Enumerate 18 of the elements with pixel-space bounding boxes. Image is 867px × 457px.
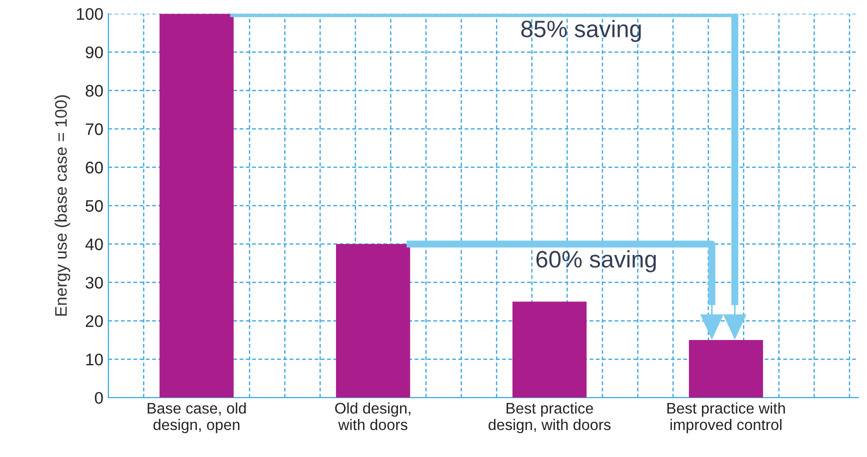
- y-tick-label: 50: [86, 200, 103, 212]
- x-tick-label: Best practice design, with doors: [488, 402, 611, 434]
- y-axis-title: Energy use (base case = 100): [54, 95, 70, 316]
- y-tick-label: 80: [86, 84, 103, 97]
- y-tick-label: 60: [86, 162, 103, 174]
- y-tick-label: 70: [86, 123, 103, 136]
- y-tick-label: 100: [76, 8, 103, 20]
- y-tick-label: 40: [85, 238, 103, 250]
- y-tick-label: 10: [86, 354, 103, 366]
- annotation: 60% saving: [536, 250, 656, 272]
- x-tick-label: Base case, old design, open: [148, 402, 246, 434]
- x-tick-label: Best practice with improved control: [667, 402, 785, 434]
- y-tick-label: 0: [94, 392, 103, 404]
- x-tick-label: Old design, with doors: [335, 402, 410, 430]
- y-tick-label: 90: [86, 46, 103, 58]
- y-tick-label: 30: [86, 276, 103, 289]
- annotation: 85% saving: [521, 20, 641, 42]
- y-tick-label: 20: [86, 315, 103, 328]
